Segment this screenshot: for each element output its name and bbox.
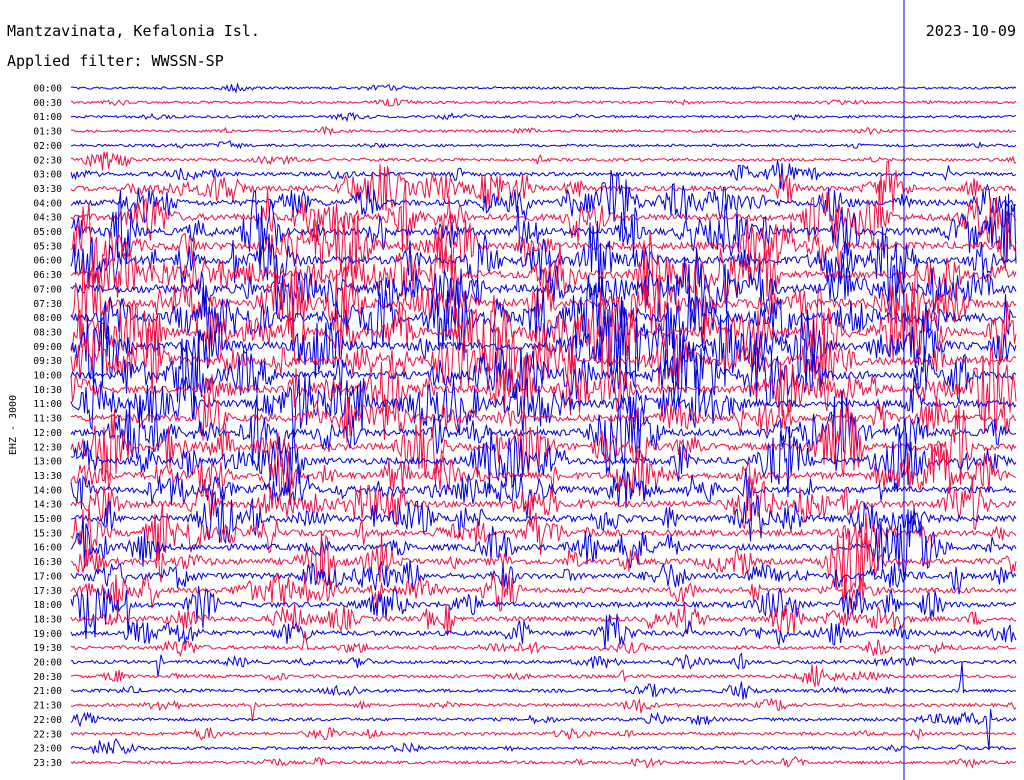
hour-label: 03:00: [33, 170, 62, 181]
hour-label: 16:30: [33, 557, 62, 568]
hour-label: 10:00: [33, 371, 62, 382]
trace-row: [70, 346, 1017, 433]
hour-label: 01:30: [33, 127, 62, 138]
trace-row: [70, 160, 1017, 190]
hour-label: 05:30: [33, 241, 62, 252]
trace-row: [70, 560, 1017, 595]
trace-row: [70, 247, 1017, 330]
hour-label: 12:00: [33, 428, 62, 439]
hour-label: 08:30: [33, 327, 62, 338]
hour-label: 07:30: [33, 299, 62, 310]
trace-row: [70, 111, 1016, 123]
hour-label: 04:00: [33, 198, 62, 209]
hour-label: 23:00: [33, 744, 62, 755]
trace-row: [70, 220, 1017, 302]
trace-row: [70, 709, 1017, 751]
hour-label: 15:30: [33, 528, 62, 539]
station-title: Mantzavinata, Kefalonia Isl.: [7, 22, 260, 40]
trace-row: [70, 82, 1017, 95]
hour-label: 19:00: [33, 629, 62, 640]
trace-row: [70, 490, 1017, 545]
seismic-traces: [70, 82, 1017, 769]
hour-label: 21:00: [33, 686, 62, 697]
trace-row: [71, 125, 1017, 136]
trace-row: [70, 325, 1017, 395]
hour-label: 21:30: [33, 701, 62, 712]
trace-row: [70, 287, 1017, 377]
hour-label: 04:30: [33, 213, 62, 224]
hour-label: 10:30: [33, 385, 62, 396]
hour-label: 00:30: [33, 98, 62, 109]
hour-label: 22:30: [33, 729, 62, 740]
hour-label: 13:00: [33, 457, 62, 468]
trace-row: [70, 727, 1017, 741]
trace-row: [70, 603, 1017, 636]
hour-label: 09:00: [33, 342, 62, 353]
hour-label: 14:30: [33, 500, 62, 511]
hour-label: 03:30: [33, 184, 62, 195]
hour-label: 06:00: [33, 256, 62, 267]
hour-label: 07:00: [33, 284, 62, 295]
trace-row: [70, 151, 1017, 171]
trace-row: [70, 404, 1017, 491]
hour-label: 00:00: [33, 84, 62, 95]
hour-label: 19:30: [33, 643, 62, 654]
trace-row: [70, 275, 1017, 362]
trace-row: [70, 631, 1017, 658]
trace-row: [70, 301, 1017, 390]
trace-row: [71, 140, 1017, 150]
trace-row: [70, 523, 1017, 599]
hour-labels: 00:00 00:30 01:00 01:30 02:00 02:30 03:00 03:30…: [33, 84, 62, 769]
hour-label: 20:00: [33, 658, 62, 669]
hour-label: 17:30: [33, 586, 62, 597]
hour-label: 14:00: [33, 485, 62, 496]
trace-row: [70, 503, 1017, 568]
hour-label: 15:00: [33, 514, 62, 525]
trace-row: [70, 572, 1017, 620]
trace-row: [70, 662, 1016, 700]
hour-label: 11:00: [33, 399, 62, 410]
hour-label: 09:30: [33, 356, 62, 367]
hour-label: 01:00: [33, 112, 62, 123]
date-label: 2023-10-09: [926, 22, 1016, 40]
trace-row: [70, 442, 1017, 502]
hour-label: 06:30: [33, 270, 62, 281]
trace-row: [70, 98, 1017, 107]
hour-label: 05:00: [33, 227, 62, 238]
trace-row: [70, 755, 1017, 769]
filter-label: Applied filter: WWSSN-SP: [7, 52, 224, 70]
hour-label: 23:30: [33, 758, 62, 769]
hour-label: 02:30: [33, 155, 62, 166]
hour-label: 12:30: [33, 442, 62, 453]
trace-row: [70, 180, 1017, 253]
hour-label: 16:00: [33, 543, 62, 554]
channel-label: EHZ - 3000: [8, 395, 19, 455]
hour-label: 18:00: [33, 600, 62, 611]
hour-label: 22:00: [33, 715, 62, 726]
trace-row: [70, 652, 1017, 677]
hour-label: 20:30: [33, 672, 62, 683]
hour-label: 13:30: [33, 471, 62, 482]
trace-row: [70, 476, 1017, 530]
trace-row: [70, 392, 1017, 443]
trace-row: [70, 170, 1017, 230]
trace-row: [70, 330, 1017, 420]
trace-row: [71, 664, 1017, 688]
trace-row: [70, 190, 1017, 275]
hour-label: 17:00: [33, 571, 62, 582]
trace-row: [70, 698, 1017, 722]
trace-row: [70, 613, 1017, 650]
hour-label: 02:00: [33, 141, 62, 152]
trace-row: [70, 507, 1017, 580]
trace-row: [70, 738, 1017, 755]
trace-row: [70, 369, 1017, 438]
trace-row: [70, 586, 1017, 640]
hour-label: 11:30: [33, 414, 62, 425]
hour-label: 18:30: [33, 614, 62, 625]
trace-row: [70, 160, 1017, 212]
hour-label: 08:00: [33, 313, 62, 324]
